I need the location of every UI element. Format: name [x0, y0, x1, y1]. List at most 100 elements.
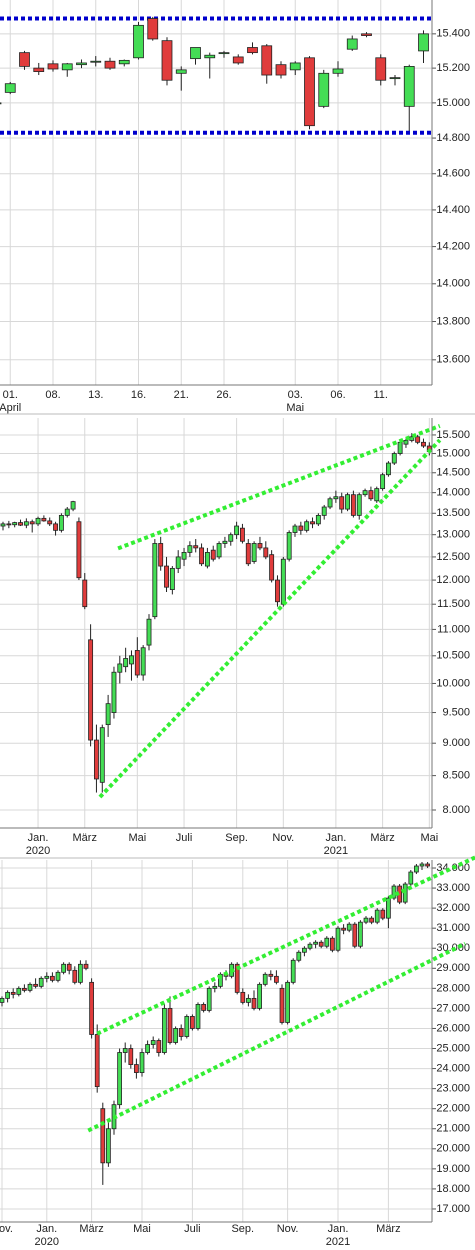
x-tick-label: Mai	[420, 832, 439, 844]
candle-body	[274, 975, 279, 983]
y-tick-label: 27.000	[436, 1002, 470, 1014]
candle-body	[310, 521, 315, 525]
candle-body	[58, 514, 64, 531]
candle-body	[304, 521, 310, 531]
candle-body	[358, 921, 363, 947]
candle-body	[4, 83, 16, 93]
candle-body	[76, 62, 87, 66]
y-tick-label: 8.500	[442, 770, 470, 782]
candle-body	[29, 521, 35, 525]
candle-body	[228, 534, 234, 542]
plot-area	[0, 0, 432, 385]
candle-body	[190, 1016, 195, 1029]
candle-body	[140, 647, 146, 676]
candle-body	[304, 57, 315, 127]
candle-body	[150, 1040, 156, 1045]
candle-body	[261, 45, 273, 76]
candle-body	[234, 963, 240, 993]
candle-body	[61, 63, 73, 71]
candle-body	[307, 943, 313, 949]
candle-body	[18, 522, 23, 526]
y-tick-label: 32.000	[436, 902, 470, 914]
y-tick-label: 28.000	[436, 982, 470, 994]
candle-body	[285, 981, 290, 1023]
x-tick-label: 26.	[216, 389, 232, 401]
candle-body	[187, 545, 193, 553]
candle-body	[175, 556, 181, 569]
candle-body	[380, 909, 386, 919]
candle-body	[251, 997, 257, 1009]
candle-body	[315, 514, 321, 525]
x-tick-label: Juli	[175, 832, 193, 844]
candle-body	[216, 543, 222, 558]
trend-line	[117, 423, 441, 551]
x-tick-label: Mai	[133, 1223, 151, 1235]
candle-body	[290, 959, 296, 983]
candle-body	[403, 440, 409, 445]
candle-body	[374, 909, 380, 923]
candle-body	[333, 496, 339, 500]
candle-body	[35, 517, 41, 525]
candle-body	[88, 639, 94, 741]
candle-body	[391, 885, 397, 899]
y-tick-label: 22.000	[436, 1103, 470, 1115]
candle-body	[83, 963, 89, 969]
candle-body	[184, 1016, 190, 1037]
x-tick-label: Juli	[184, 1223, 201, 1235]
y-tick-label: 15.500	[436, 429, 470, 441]
candle-body	[133, 24, 144, 59]
candle-body	[173, 1028, 178, 1043]
candle-body	[145, 1044, 150, 1053]
y-tick-label: 12.500	[436, 551, 470, 563]
candle-body	[94, 1034, 100, 1088]
candle-body	[158, 543, 164, 567]
y-tick-label: 11.000	[437, 623, 470, 635]
candle-body	[129, 655, 134, 665]
candle-body	[206, 987, 212, 1011]
candle-body	[321, 506, 327, 516]
x-tick-label: Mai	[128, 832, 147, 844]
x-tick-label: Jan. 2021	[325, 1223, 351, 1248]
y-tick-label: 26.000	[436, 1022, 470, 1034]
candle-body	[302, 947, 307, 953]
candle-body	[23, 521, 29, 526]
candle-body	[78, 963, 83, 983]
candle-body	[280, 558, 286, 605]
candle-body	[418, 33, 429, 52]
y-tick-label: 25.000	[436, 1042, 470, 1054]
candle-body	[70, 501, 76, 510]
candle-body	[356, 494, 362, 516]
candle-body	[298, 525, 304, 531]
candle-body	[239, 527, 245, 542]
candle-body	[263, 547, 269, 558]
y-tick-label: 20.000	[436, 1143, 470, 1155]
candle-body	[204, 552, 210, 567]
candle-body	[147, 18, 159, 40]
candle-body	[232, 56, 244, 64]
candle-body	[380, 474, 386, 490]
candle-body	[262, 973, 268, 985]
candle-body	[53, 523, 59, 531]
x-tick-label: 08.	[45, 389, 61, 401]
candle-body	[234, 525, 240, 536]
y-tick-label: 15.000	[436, 97, 470, 109]
candle-body	[82, 579, 88, 608]
y-tick-label: 19.000	[436, 1163, 470, 1175]
y-tick-label: 10.500	[436, 650, 470, 662]
candle-body	[247, 47, 258, 54]
candle-body	[178, 1028, 184, 1037]
candle-body	[318, 941, 324, 947]
candle-body	[345, 494, 351, 510]
candle-body	[391, 453, 397, 464]
x-tick-label: Nov.	[276, 1223, 299, 1235]
candle-body	[368, 490, 374, 500]
candle-body	[415, 436, 421, 443]
plot-area	[0, 418, 432, 828]
candle-body	[99, 727, 105, 783]
candle-body	[50, 975, 55, 981]
candle-body	[117, 663, 123, 673]
candle-body	[292, 525, 298, 533]
candle-body	[386, 897, 391, 919]
